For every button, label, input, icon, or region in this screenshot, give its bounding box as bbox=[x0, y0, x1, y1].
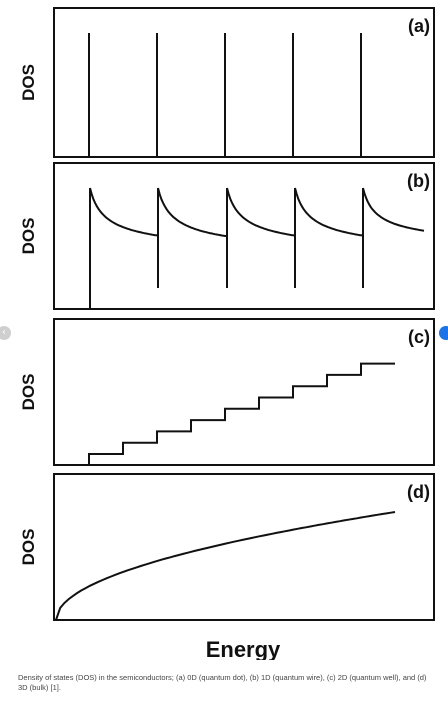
panel-frame bbox=[53, 162, 435, 310]
dos-segment bbox=[294, 187, 364, 237]
dos-figure: DOS (a) DOS (b) DOS (c) DOS (d) Energy bbox=[19, 7, 435, 660]
y-axis-label: DOS bbox=[19, 64, 38, 101]
dos-panel: DOS (c) bbox=[19, 318, 435, 466]
panel-label: (b) bbox=[407, 171, 430, 191]
dos-panel: DOS (a) bbox=[19, 7, 435, 158]
panel-frame bbox=[53, 318, 435, 466]
dos-segment bbox=[89, 187, 159, 237]
dos-panel: DOS (d) bbox=[19, 473, 435, 621]
panel-label: (d) bbox=[407, 482, 430, 502]
panel-label: (c) bbox=[408, 327, 430, 347]
figure-caption: Density of states (DOS) in the semicondu… bbox=[18, 673, 427, 692]
dos-staircase bbox=[88, 362, 395, 465]
y-axis-label: DOS bbox=[19, 374, 38, 411]
y-axis-label: DOS bbox=[19, 529, 38, 566]
dos-curve bbox=[55, 511, 396, 621]
dos-segment bbox=[362, 187, 425, 232]
x-axis-label: Energy bbox=[206, 637, 281, 660]
chevron-left-icon[interactable]: ‹ bbox=[0, 326, 11, 340]
dos-panel: DOS (b) bbox=[19, 162, 435, 310]
panel-frame bbox=[53, 7, 435, 158]
dos-segment bbox=[157, 187, 228, 238]
y-axis-label: DOS bbox=[19, 218, 38, 255]
dos-segment bbox=[226, 187, 296, 237]
panel-frame bbox=[53, 473, 435, 621]
next-dot-icon[interactable] bbox=[439, 326, 448, 340]
panel-label: (a) bbox=[408, 16, 430, 36]
